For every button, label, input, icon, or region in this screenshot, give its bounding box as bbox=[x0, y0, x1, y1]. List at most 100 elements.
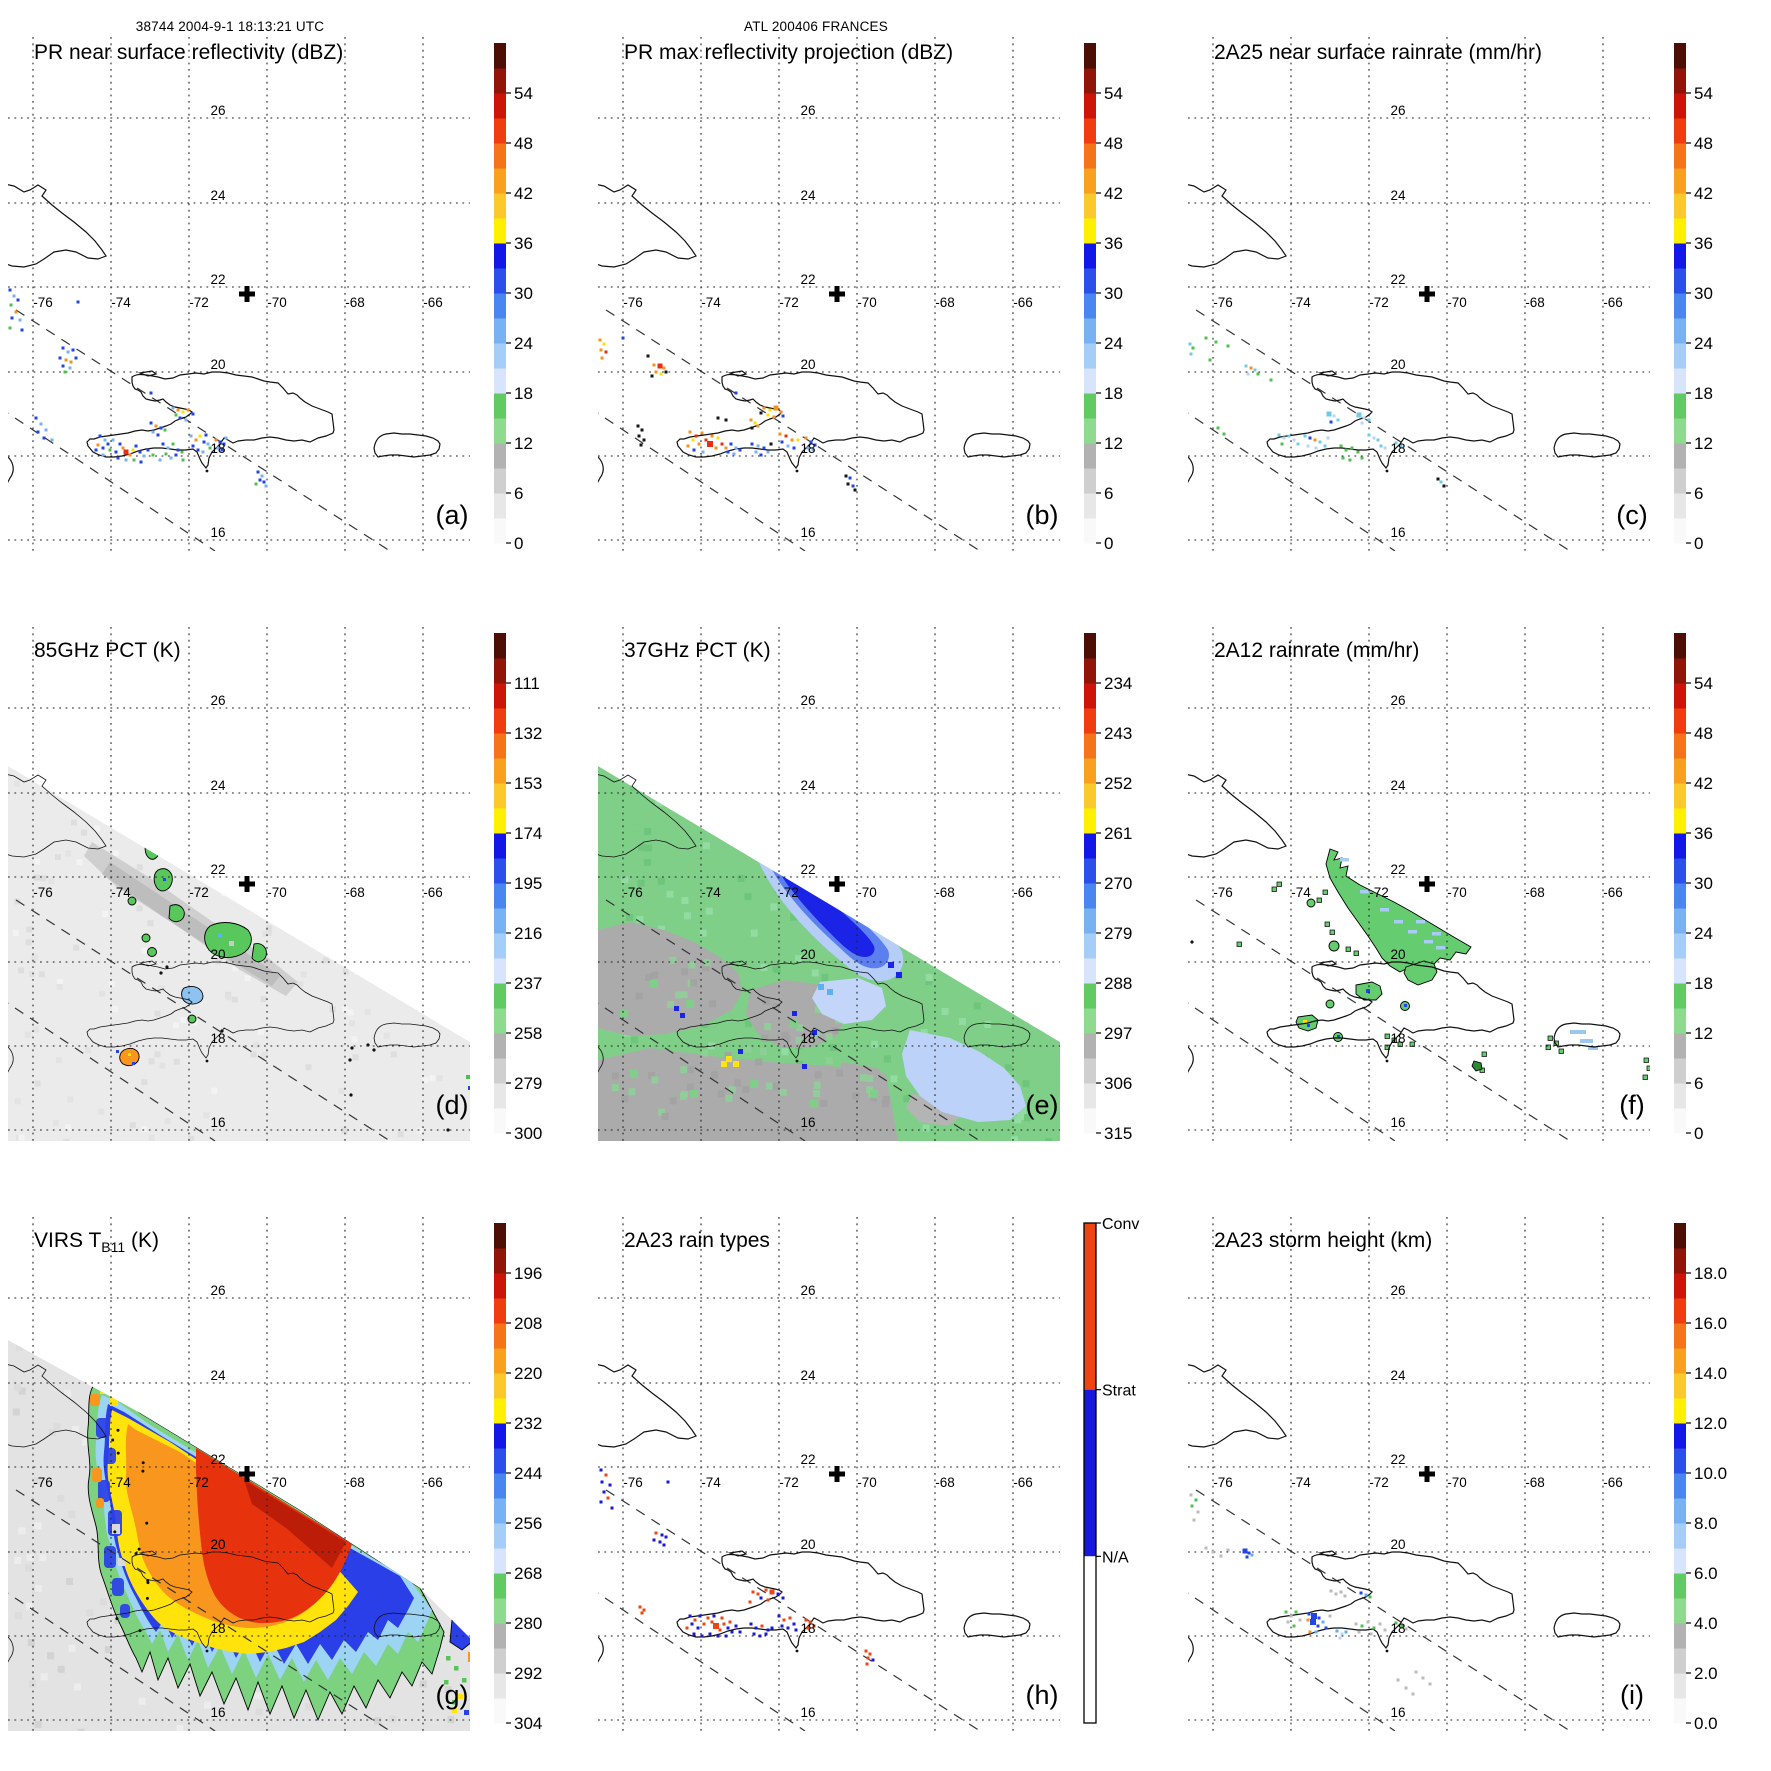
data-pixel bbox=[1337, 1035, 1340, 1038]
latitude-label: 24 bbox=[1390, 1368, 1406, 1383]
data-pixel bbox=[357, 1517, 365, 1525]
rain-cell bbox=[1204, 336, 1208, 340]
rain-cell bbox=[637, 434, 641, 438]
data-pixel bbox=[645, 973, 653, 981]
data-pixel bbox=[231, 996, 238, 1003]
data-pixel bbox=[129, 1040, 136, 1047]
data-pixel bbox=[310, 776, 317, 783]
rain-cell bbox=[804, 1618, 808, 1622]
data-pixel bbox=[742, 1086, 750, 1094]
rain-cell bbox=[1280, 442, 1284, 446]
orbit-timestamp-header: 38744 2004-9-1 18:13:21 UTC bbox=[135, 19, 325, 34]
panel-f: 26 24 22 20 18 16 -76 -74 -72 -70 -68 -66 2A12 rainr… bbox=[1188, 627, 1713, 1143]
data-pixel bbox=[825, 1057, 833, 1065]
longitude-label: -68 bbox=[345, 1475, 365, 1490]
rain-cell bbox=[1311, 1613, 1317, 1619]
data-pixel bbox=[667, 1000, 675, 1008]
longitude-label: -76 bbox=[1213, 885, 1233, 900]
longitude-label: -70 bbox=[857, 885, 877, 900]
rain-cell bbox=[809, 440, 813, 444]
data-pixel bbox=[882, 1096, 890, 1104]
rain-cell bbox=[712, 1614, 716, 1618]
data-pixel bbox=[186, 1342, 194, 1350]
colorbar-tick-label: 0 bbox=[1694, 1124, 1703, 1143]
rain-cell bbox=[1226, 344, 1230, 348]
data-pixel bbox=[624, 791, 632, 799]
data-pixel bbox=[429, 1444, 437, 1452]
rain-cell bbox=[1314, 446, 1318, 450]
colorbar-tick-label: 42 bbox=[1694, 184, 1713, 203]
data-pixel bbox=[711, 1071, 719, 1079]
data-pixel bbox=[686, 1083, 694, 1091]
data-pixel bbox=[262, 931, 269, 938]
data-pixel bbox=[384, 786, 391, 793]
rain-cell bbox=[146, 448, 150, 452]
data-pixel bbox=[471, 1632, 478, 1639]
data-blob bbox=[1471, 1060, 1483, 1072]
latitude-label: 24 bbox=[1390, 188, 1406, 203]
data-pixel bbox=[390, 1051, 397, 1058]
rain-cell bbox=[729, 442, 733, 446]
data-pixel bbox=[912, 809, 920, 817]
data-pixel bbox=[618, 1039, 626, 1047]
longitude-label: -76 bbox=[1213, 295, 1233, 310]
colorbar-tick-label: 216 bbox=[514, 924, 542, 943]
data-pixel bbox=[416, 1127, 423, 1134]
data-pixel bbox=[680, 1013, 685, 1018]
coastline-pr bbox=[373, 1612, 441, 1638]
data-pixel bbox=[255, 1708, 263, 1716]
latitude-label: 18 bbox=[1390, 1031, 1405, 1046]
longitude-label: -70 bbox=[1447, 885, 1467, 900]
colorbar: 54 48 42 36 30 24 18 12 6 0 bbox=[494, 43, 533, 553]
map-area bbox=[598, 627, 1060, 1141]
latitude-label: 16 bbox=[210, 1115, 225, 1130]
data-pixel bbox=[460, 966, 467, 973]
rain-cell bbox=[1244, 364, 1248, 368]
rain-cell bbox=[1360, 456, 1364, 460]
swath-edge-dashed-line bbox=[605, 1489, 981, 1731]
rain-cell bbox=[1421, 1676, 1425, 1680]
swath-edge-dashed-line bbox=[8, 412, 216, 551]
longitude-label: -74 bbox=[111, 295, 131, 310]
data-pixel bbox=[468, 1086, 470, 1090]
rain-cell bbox=[218, 440, 222, 444]
coastline-cuba bbox=[598, 184, 697, 268]
data-pixel bbox=[131, 831, 138, 838]
data-pixel bbox=[922, 1124, 930, 1132]
data-pixel bbox=[38, 971, 45, 978]
longitude-label: -74 bbox=[1291, 1475, 1311, 1490]
data-pixel bbox=[841, 797, 849, 805]
data-pixel bbox=[470, 1690, 475, 1695]
rain-cell bbox=[1344, 448, 1348, 452]
data-pixel bbox=[304, 820, 311, 827]
data-pixel bbox=[818, 984, 824, 990]
data-pixel bbox=[353, 968, 360, 975]
panel-title: PR max reflectivity projection (dBZ) bbox=[624, 41, 953, 64]
colorbar-tick-label: 300 bbox=[514, 1124, 542, 1143]
rain-cell bbox=[1334, 1592, 1338, 1596]
colorbar-tick-label: 14.0 bbox=[1694, 1364, 1727, 1383]
data-pixel bbox=[403, 1385, 411, 1393]
data-pixel bbox=[630, 1036, 638, 1044]
rain-cell bbox=[776, 1592, 780, 1596]
colorbar-tick-label: 306 bbox=[1104, 1074, 1132, 1093]
data-pixel bbox=[781, 1048, 789, 1056]
data-pixel bbox=[761, 1034, 769, 1042]
data-pixel bbox=[784, 826, 792, 834]
data-pixel bbox=[331, 766, 338, 772]
data-pixel bbox=[925, 977, 933, 985]
data-pixel bbox=[688, 961, 696, 969]
rain-cell bbox=[692, 1632, 696, 1636]
data-pixel bbox=[56, 978, 63, 985]
coastline-tortue bbox=[727, 1550, 748, 1557]
longitude-label: -66 bbox=[1013, 885, 1033, 900]
rain-cell bbox=[772, 415, 776, 419]
data-pixel bbox=[871, 1040, 879, 1048]
data-pixel bbox=[368, 912, 375, 919]
rain-cell bbox=[773, 405, 779, 411]
rain-cells bbox=[598, 336, 857, 492]
rain-cell bbox=[766, 1598, 770, 1602]
rain-cell bbox=[1326, 411, 1332, 417]
data-pixel bbox=[754, 782, 762, 790]
storm-center-marker bbox=[239, 1466, 255, 1482]
